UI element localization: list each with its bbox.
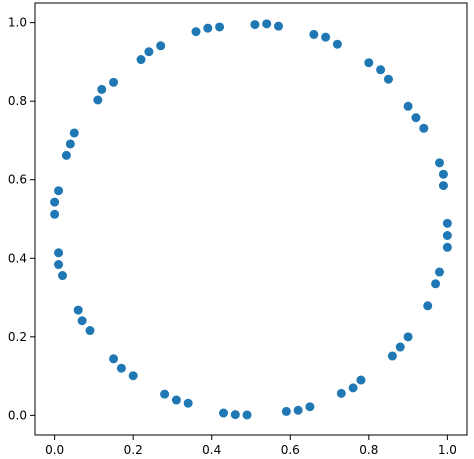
x-tick-label: 0.8: [359, 443, 378, 457]
scatter-point: [93, 95, 103, 105]
scatter-point: [65, 139, 75, 149]
scatter-point: [435, 267, 445, 277]
scatter-point: [332, 39, 342, 49]
scatter-point: [442, 230, 452, 240]
scatter-point: [403, 332, 413, 342]
scatter-point: [128, 371, 138, 381]
scatter-point: [356, 375, 366, 385]
scatter-points: [50, 19, 452, 420]
scatter-point: [419, 123, 429, 133]
scatter-point: [69, 128, 79, 138]
scatter-point: [305, 402, 315, 412]
scatter-point: [57, 271, 67, 281]
x-tick-label: 0.2: [124, 443, 143, 457]
scatter-point: [395, 342, 405, 352]
y-tick-label: 0.0: [8, 408, 27, 422]
scatter-point: [435, 158, 445, 168]
scatter-point: [219, 408, 229, 418]
scatter-point: [54, 186, 64, 196]
scatter-point: [438, 169, 448, 179]
scatter-point: [348, 383, 358, 393]
scatter-point: [97, 84, 107, 94]
y-tick-label: 0.6: [8, 173, 27, 187]
scatter-point: [281, 406, 291, 416]
scatter-point: [423, 301, 433, 311]
scatter-point: [171, 395, 181, 405]
scatter-point: [242, 410, 252, 420]
axis-ticks: 0.0 0.2 0.4 0.6 0.8 1.0 0.0 0.2 0.4 0.6 0.8 1.0: [8, 16, 457, 457]
scatter-point: [442, 242, 452, 252]
scatter-point: [144, 47, 154, 57]
scatter-point: [250, 20, 260, 30]
x-tick-label: 1.0: [438, 443, 457, 457]
scatter-point: [73, 305, 83, 315]
y-tick-label: 0.8: [8, 94, 27, 108]
scatter-point: [438, 181, 448, 191]
scatter-point: [203, 23, 213, 33]
scatter-point: [77, 316, 87, 326]
scatter-point: [50, 209, 60, 219]
y-tick-label: 0.4: [8, 251, 27, 265]
x-tick-label: 0.4: [202, 443, 221, 457]
scatter-point: [116, 363, 126, 373]
scatter-point: [230, 410, 240, 420]
y-tick-label: 1.0: [8, 16, 27, 30]
scatter-point: [61, 150, 71, 160]
scatter-point: [411, 113, 421, 123]
scatter-point: [109, 77, 119, 87]
scatter-point: [85, 326, 95, 336]
scatter-point: [442, 218, 452, 228]
scatter-point: [431, 279, 441, 289]
x-tick-label: 0.6: [281, 443, 300, 457]
scatter-point: [191, 27, 201, 37]
scatter-point: [376, 65, 386, 75]
scatter-point: [136, 55, 146, 65]
scatter-point: [50, 197, 60, 207]
scatter-point: [387, 351, 397, 361]
scatter-point: [109, 354, 119, 364]
scatter-point: [273, 21, 283, 31]
scatter-point: [262, 19, 272, 29]
scatter-point: [309, 29, 319, 39]
scatter-point: [293, 405, 303, 415]
y-tick-label: 0.2: [8, 330, 27, 344]
scatter-point: [336, 388, 346, 398]
scatter-point: [156, 41, 166, 51]
plot-area-frame: [34, 2, 468, 436]
scatter-point: [403, 101, 413, 111]
scatter-point: [54, 248, 64, 258]
scatter-point: [160, 389, 170, 399]
scatter-point: [321, 32, 331, 42]
x-tick-label: 0.0: [45, 443, 64, 457]
scatter-point: [215, 22, 225, 32]
scatter-point: [364, 58, 374, 68]
scatter-point: [54, 260, 64, 270]
scatter-point: [383, 74, 393, 84]
scatter-point: [183, 398, 193, 408]
